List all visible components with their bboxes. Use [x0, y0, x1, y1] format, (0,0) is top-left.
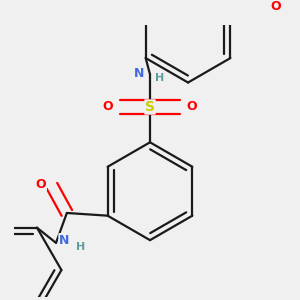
- Text: O: O: [187, 100, 197, 113]
- Text: N: N: [59, 234, 69, 247]
- Text: N: N: [134, 67, 144, 80]
- Text: O: O: [270, 0, 280, 13]
- Text: H: H: [76, 242, 85, 252]
- Text: O: O: [36, 178, 46, 191]
- Text: O: O: [103, 100, 113, 113]
- Text: S: S: [145, 100, 155, 114]
- Text: H: H: [155, 73, 164, 82]
